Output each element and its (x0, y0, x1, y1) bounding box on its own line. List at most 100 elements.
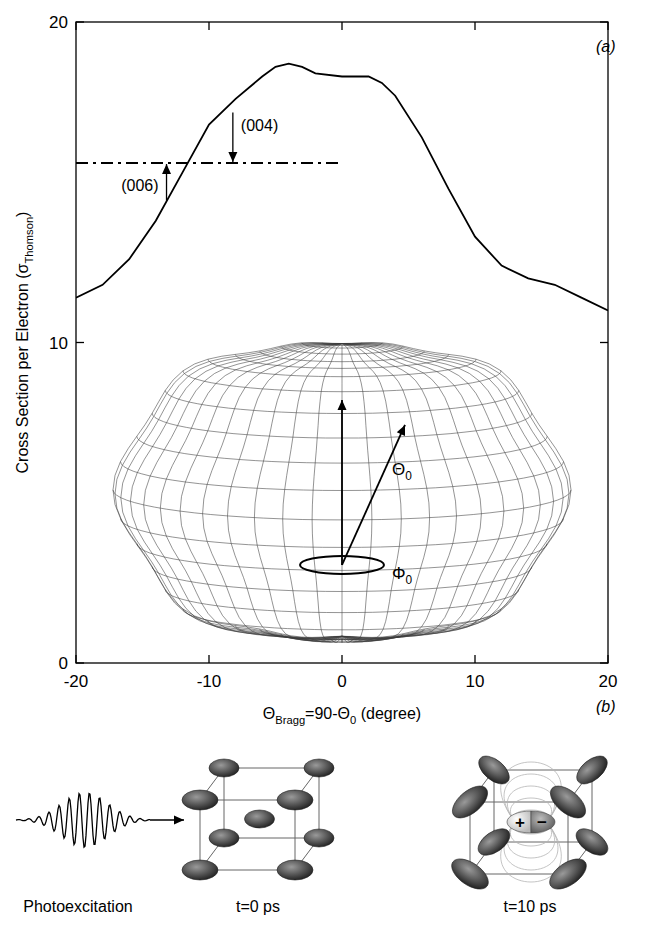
molecule (572, 823, 613, 860)
cell-edge (200, 800, 201, 870)
molecule (209, 829, 239, 847)
x-tick-label: 10 (466, 672, 485, 691)
pulse-arrow (150, 816, 184, 825)
mesh-meridian (342, 344, 540, 640)
molecule (474, 823, 515, 860)
mesh-parallel (208, 359, 476, 377)
theta-axis-arrow (338, 400, 347, 565)
arrow-shaft (341, 400, 343, 565)
series-line (76, 162, 342, 164)
panel-label: (a) (596, 38, 616, 55)
diagram: +− Photoexcitation t=0 ps t=10 ps (16, 751, 612, 915)
x-tick-top (341, 22, 342, 30)
mesh-meridian (115, 343, 342, 638)
mesh-meridian (180, 344, 342, 641)
cell-edge (494, 842, 592, 843)
x-tick-top (208, 22, 209, 30)
mesh-meridian (144, 344, 342, 640)
x-tick-label: -10 (197, 672, 222, 691)
molecule (304, 829, 334, 847)
annotation: (006) (121, 177, 158, 194)
mesh-meridian (283, 344, 342, 643)
series-line (76, 64, 608, 311)
x-tick (607, 655, 608, 663)
x-tick (341, 655, 342, 663)
annotation: (004) (241, 117, 278, 134)
mesh-meridian (342, 344, 563, 639)
charge-label: − (537, 813, 547, 832)
molecule (209, 759, 239, 777)
molecule (277, 790, 313, 810)
molecule (544, 853, 591, 895)
inset-mesh (113, 343, 571, 643)
molecule (304, 759, 334, 777)
subscript: Thomson (23, 217, 35, 264)
mesh-meridian (130, 344, 342, 640)
text-part: =90-Θ (305, 705, 350, 722)
molecule (447, 780, 493, 824)
mesh-meridian (342, 344, 372, 643)
light-pulse (16, 794, 150, 848)
y-axis-title: Cross Section per Electron (σThomson) (14, 212, 35, 474)
subscript: 0 (405, 469, 412, 483)
x-tick-label: 0 (337, 672, 346, 691)
arrow-head (397, 425, 405, 436)
y-tick (76, 21, 84, 22)
text-part: (degree) (356, 705, 421, 722)
x-tick (75, 655, 76, 663)
unit-cell (470, 770, 592, 874)
charge-label: + (515, 813, 525, 832)
mesh-meridian (342, 344, 343, 643)
cell-edge (319, 768, 320, 838)
mesh-meridian (342, 344, 554, 640)
theta0-arrow (342, 425, 405, 565)
x-tick-top (607, 22, 608, 30)
diagram-label: t=0 ps (236, 898, 280, 915)
mesh-parallel (302, 637, 383, 642)
y-tick-right (600, 21, 608, 22)
text-part: Θ (263, 705, 275, 722)
mesh-parallel (281, 634, 403, 642)
mesh-meridian (342, 344, 430, 643)
mesh-meridian (342, 343, 571, 638)
molecule (182, 790, 218, 810)
x-axis-title: ΘBragg=90-Θ0 (degree) (263, 705, 421, 726)
molecule (446, 853, 493, 895)
inset-label: Θ0 (392, 460, 412, 483)
series-group (76, 64, 608, 311)
subscript: 0 (406, 573, 413, 587)
y-tick-label: 20 (49, 13, 68, 32)
arrow-shaft (342, 425, 405, 565)
field-lines (501, 762, 562, 882)
diagram-label: Photoexcitation (23, 898, 132, 915)
y-tick-right (600, 662, 608, 663)
phi0-ellipse (300, 556, 384, 574)
arrow-head (174, 816, 184, 825)
x-tick-top (75, 22, 76, 30)
arrow-head (162, 164, 171, 174)
molecule (474, 751, 514, 789)
mesh-meridian (121, 344, 342, 639)
arrow-head (228, 152, 237, 162)
text-part: Φ (392, 564, 406, 583)
mesh-meridian (312, 344, 342, 643)
figure: Θ0Φ0-20-100102001020ΘBragg=90-Θ0 (degree… (0, 0, 667, 928)
diagram-label: t=10 ps (504, 898, 557, 915)
mesh-parallel (281, 346, 403, 354)
y-tick-right (600, 342, 608, 343)
panel-label: (b) (596, 698, 616, 715)
annotation-arrow (228, 113, 237, 162)
molecule (182, 860, 218, 880)
x-tick-label: 20 (599, 672, 618, 691)
mesh-meridian (342, 344, 457, 642)
y-tick-label: 0 (59, 654, 68, 673)
mesh-meridian (342, 344, 401, 643)
x-tick-label: -20 (64, 672, 89, 691)
cell-edge (295, 800, 296, 870)
molecule (277, 860, 313, 880)
mesh-parallel (208, 621, 476, 639)
y-tick (76, 342, 84, 343)
mesh-parallel (183, 371, 501, 392)
inset-label: Φ0 (392, 564, 413, 587)
unit-cell (200, 768, 319, 870)
